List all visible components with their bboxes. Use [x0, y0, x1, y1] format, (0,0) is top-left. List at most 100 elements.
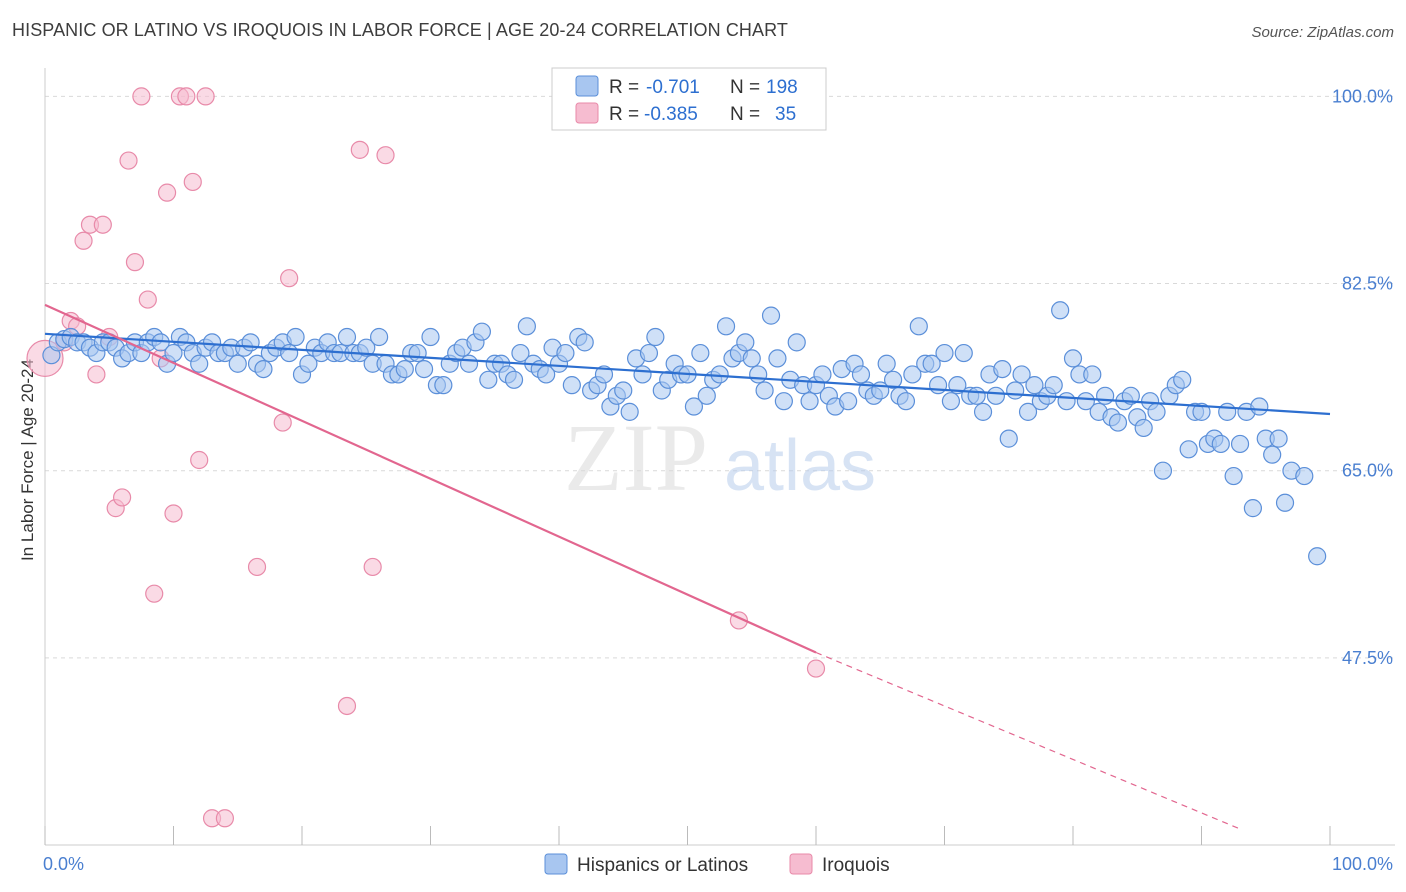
hispanic-point — [1295, 466, 1314, 486]
x-tick-label: 0.0% — [43, 854, 84, 874]
hispanic-point — [883, 370, 903, 389]
iroquois-point — [363, 557, 382, 577]
hispanic-point — [504, 370, 524, 389]
iroquois-point — [93, 215, 112, 234]
stats-legend-n-value: 198 — [766, 77, 798, 98]
hispanic-point — [1057, 392, 1076, 411]
iroquois-point — [145, 584, 164, 603]
hispanic-point — [190, 354, 209, 373]
hispanic-point — [742, 349, 761, 368]
hispanic-point — [594, 365, 614, 384]
hispanic-point — [241, 333, 260, 352]
stats-legend: R = -0.701 N = 198 R = -0.385 N = 35 — [551, 67, 827, 131]
hispanic-point — [1211, 434, 1230, 454]
series-legend: Hispanics or Latinos Iroquois — [544, 853, 890, 876]
hispanic-point — [697, 386, 716, 405]
tick-labels: 47.5% 65.0% 82.5% 100.0% 0.0% 100.0% — [43, 86, 1393, 874]
hispanic-point — [787, 333, 806, 352]
iroquois-point — [247, 557, 267, 577]
hispanic-point — [1121, 386, 1140, 405]
hispanic-point — [1147, 402, 1166, 421]
hispanic-point — [337, 327, 357, 347]
hispanic-point — [954, 343, 973, 363]
hispanic-point — [357, 338, 376, 357]
hispanic-point — [164, 343, 183, 363]
hispanic-point — [1096, 386, 1115, 405]
hispanic-point — [755, 381, 774, 400]
hispanic-point — [800, 392, 819, 411]
hispanic-point — [1192, 402, 1211, 421]
iroquois-point — [177, 87, 196, 106]
hispanic-point — [1025, 376, 1044, 395]
hispanic-point — [1308, 547, 1327, 566]
hispanic-point — [1153, 461, 1173, 480]
hispanic-point — [1012, 365, 1031, 384]
hispanic-point — [896, 392, 916, 411]
hispanic-point — [922, 354, 941, 373]
hispanic-point — [575, 333, 594, 352]
iroquois-point — [183, 172, 202, 192]
stats-legend-n-value: 35 — [775, 104, 796, 125]
iroquois-point — [125, 253, 145, 272]
hispanic-point — [839, 392, 858, 411]
hispanic-point — [1044, 376, 1063, 395]
hispanic-point — [993, 359, 1012, 379]
iroquois-point — [190, 450, 209, 470]
stats-legend-r-value: -0.701 — [646, 77, 700, 98]
axes — [44, 68, 1395, 846]
hispanic-point — [1224, 466, 1243, 486]
iroquois-point — [280, 269, 299, 288]
iroquois-point — [112, 488, 132, 507]
hispanic-point — [973, 402, 993, 421]
x-tick-label: 100.0% — [1332, 854, 1393, 874]
hispanic-point — [280, 343, 299, 363]
hispanic-point — [1218, 402, 1237, 421]
hispanic-point — [517, 317, 536, 336]
watermark: ZIP atlas — [564, 404, 876, 511]
hispanic-point — [928, 376, 948, 395]
hispanic-point — [511, 343, 530, 363]
y-tick-label: 82.5% — [1342, 274, 1393, 294]
hispanic-point — [370, 327, 389, 347]
hispanic-point — [691, 343, 710, 363]
hispanic-point — [736, 333, 755, 352]
hispanic-point — [877, 354, 896, 373]
hispanic-point — [774, 392, 793, 411]
series-legend-label-iroquois: Iroquois — [822, 855, 890, 876]
stats-legend-swatch-blue — [575, 75, 599, 97]
hispanic-point — [986, 386, 1006, 405]
hispanic-point — [1275, 493, 1295, 512]
iroquois-point — [273, 413, 292, 432]
hispanic-point — [684, 397, 704, 416]
trendline-hispanic — [44, 332, 1331, 416]
stats-legend-r-label: R = — [609, 77, 639, 98]
hispanic-point — [254, 359, 273, 379]
hispanic-point — [851, 365, 871, 384]
hispanic-point — [556, 343, 575, 363]
stats-legend-n-label: N = — [730, 77, 760, 98]
hispanic-point — [716, 317, 736, 336]
hispanic-point — [1063, 349, 1083, 368]
hispanic-point — [395, 359, 414, 379]
iroquois-point — [132, 87, 151, 106]
chart-source: Source: ZipAtlas.com — [1251, 24, 1394, 41]
y-tick-label: 100.0% — [1332, 86, 1393, 106]
hispanic-point — [1179, 440, 1198, 459]
hispanic-point — [1243, 499, 1263, 518]
hispanic-point — [646, 327, 665, 347]
hispanic-point — [1250, 397, 1269, 416]
stats-legend-r-label: R = — [609, 104, 639, 125]
hispanic-point — [639, 343, 659, 363]
hispanic-point — [408, 343, 427, 363]
hispanic-point — [299, 354, 318, 373]
y-tick-label: 65.0% — [1342, 461, 1393, 481]
stats-legend-r-value: -0.385 — [644, 104, 698, 125]
hispanic-point — [228, 354, 247, 373]
hispanic-point — [1263, 445, 1282, 464]
hispanic-point — [1006, 381, 1025, 400]
hispanic-point — [1230, 434, 1250, 454]
chart-title: HISPANIC OR LATINO VS IROQUOIS IN LABOR … — [12, 20, 788, 40]
hispanic-point — [813, 365, 832, 384]
hispanic-point — [903, 365, 922, 384]
